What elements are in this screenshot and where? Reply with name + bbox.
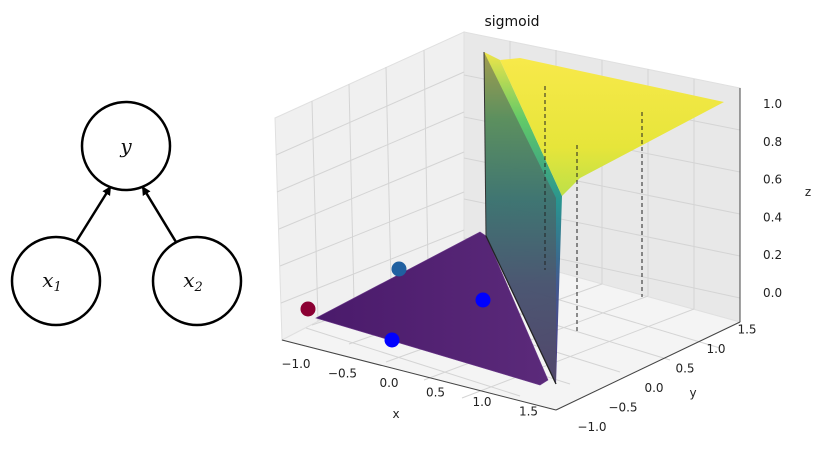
y-tick-label: 0.0 [644, 381, 663, 395]
node-x1: x1 [10, 235, 102, 327]
z-tick-label: 0.0 [763, 286, 782, 300]
node-x1-label: x [42, 268, 53, 292]
decision-plane-edge [485, 235, 557, 385]
x-tick-label: 0.0 [379, 376, 398, 390]
y-tick-label: 1.5 [737, 323, 756, 337]
z-tick-label: 0.2 [763, 248, 782, 262]
decision-plane-edge-top [483, 51, 487, 237]
z-tick-label: 0.8 [763, 135, 782, 149]
y-axis-label: y [689, 386, 696, 400]
y-tick-label: 1.0 [706, 342, 725, 356]
z-tick-label: 0.4 [763, 210, 782, 224]
x-tick-labels: −1.0 −0.5 0.0 0.5 1.0 1.5 [281, 357, 538, 419]
edge-x2-y [140, 185, 178, 243]
data-point-3 [475, 292, 491, 308]
z-tick-label: 1.0 [763, 97, 782, 111]
x-tick-label: −0.5 [328, 367, 357, 381]
node-x2-label: x [183, 268, 194, 292]
node-y: y [80, 100, 172, 192]
y-tick-label: 0.5 [675, 362, 694, 376]
data-point-0 [300, 301, 316, 317]
node-y-label: y [119, 134, 132, 158]
x-tick-label: 1.0 [472, 395, 491, 409]
chart-title: sigmoid [484, 14, 539, 30]
surface-plot: sigmoid [274, 14, 811, 435]
graphical-model: y x1 x2 [10, 100, 243, 327]
svg-text:x2: x2 [183, 268, 203, 295]
z-tick-labels: 0.0 0.2 0.4 0.6 0.8 1.0 [763, 97, 782, 300]
y-tick-label: −0.5 [608, 401, 637, 415]
y-tick-labels: −1.0−0.5 0.0 0.5 1.0 1.5 [577, 323, 756, 435]
data-points [300, 261, 491, 348]
surface-high-region [500, 58, 724, 196]
x-tick-label: 1.5 [519, 405, 538, 419]
axis-lines [281, 88, 741, 411]
data-point-2 [384, 332, 400, 348]
edge-x1-y [74, 185, 113, 243]
node-x2: x2 [151, 235, 243, 327]
x-tick-label: 0.5 [426, 386, 445, 400]
surface-low-region [315, 231, 549, 386]
z-tick-label: 0.6 [763, 173, 782, 187]
node-x1-sub: 1 [54, 280, 62, 295]
node-x2-sub: 2 [194, 280, 203, 295]
y-tick-label: −1.0 [577, 420, 606, 434]
x-tick-label: −1.0 [281, 357, 310, 371]
z-axis-label: z [805, 185, 811, 199]
x-axis-label: x [392, 407, 399, 421]
projection-lines [544, 86, 643, 332]
decision-plane [484, 52, 556, 384]
data-point-1 [391, 261, 407, 277]
svg-text:x1: x1 [42, 268, 62, 295]
svg-text:y: y [119, 134, 132, 158]
